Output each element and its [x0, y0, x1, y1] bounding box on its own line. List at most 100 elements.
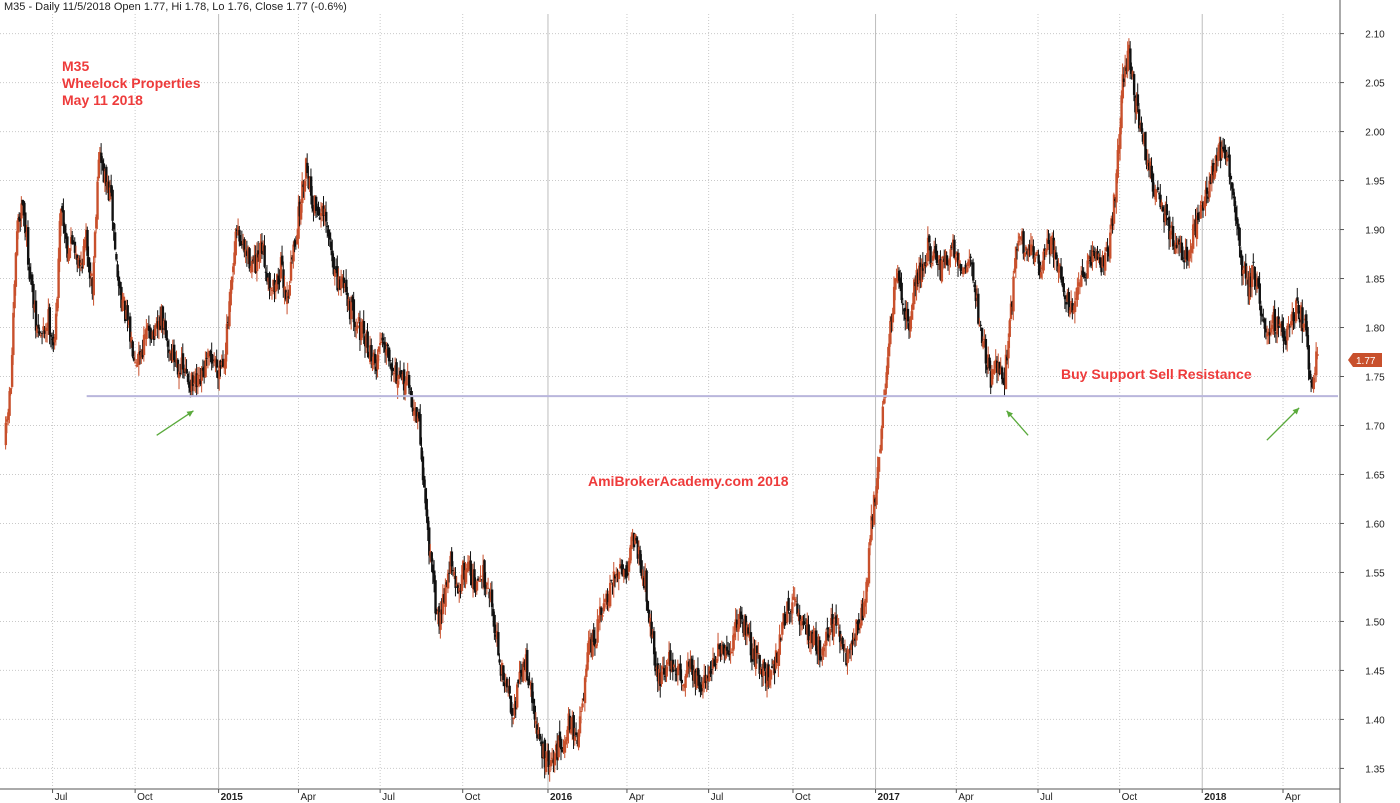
price-body	[833, 616, 837, 620]
y-tick-label: 1.75	[1365, 373, 1385, 384]
price-body	[102, 163, 106, 183]
price-body	[1214, 155, 1217, 173]
price-body	[1249, 276, 1253, 288]
price-body	[960, 272, 964, 274]
price-body	[536, 724, 539, 739]
price-body	[1154, 188, 1157, 200]
price-body	[570, 729, 573, 734]
price-body	[191, 375, 195, 387]
price-body	[322, 206, 325, 217]
chart-title-ticker: M35	[62, 58, 89, 74]
price-body	[979, 324, 983, 326]
price-body	[175, 359, 178, 363]
price-body	[999, 368, 1003, 373]
price-body	[807, 624, 810, 641]
price-body	[510, 707, 514, 716]
price-body	[637, 547, 641, 555]
price-body	[150, 338, 153, 340]
arrow-head	[1006, 410, 1014, 418]
price-body	[759, 669, 763, 675]
price-body	[31, 274, 34, 286]
price-body	[488, 591, 491, 599]
price-body	[1244, 263, 1248, 279]
price-body	[1008, 320, 1011, 337]
price-body	[81, 266, 84, 269]
price-body	[615, 574, 618, 577]
price-body	[700, 687, 704, 692]
price-body	[1061, 277, 1064, 286]
price-body	[1268, 332, 1272, 335]
price-body	[185, 369, 188, 374]
price-body	[270, 289, 274, 292]
price-body	[1081, 270, 1084, 276]
price-body	[686, 662, 690, 674]
price-body	[1256, 277, 1259, 290]
price-body	[1277, 316, 1280, 328]
price-body	[1075, 298, 1078, 300]
price-body	[1185, 246, 1189, 260]
price-body	[568, 715, 572, 731]
price-body	[816, 649, 819, 654]
price-body	[385, 349, 388, 356]
price-body	[73, 241, 77, 253]
price-body	[1004, 354, 1008, 390]
price-body	[1122, 78, 1126, 82]
price-body	[15, 231, 19, 256]
price-body	[169, 351, 172, 354]
price-body	[851, 639, 854, 645]
price-body	[337, 276, 340, 288]
y-tick-label: 1.65	[1365, 470, 1385, 481]
price-body	[941, 256, 945, 259]
price-body	[82, 246, 85, 266]
price-body	[24, 212, 27, 234]
price-body	[567, 713, 570, 732]
price-body	[369, 345, 372, 362]
price-body	[862, 602, 866, 616]
price-body	[414, 408, 417, 416]
price-body	[982, 341, 985, 348]
price-body	[1271, 324, 1274, 329]
price-body	[958, 260, 961, 269]
price-body	[784, 622, 788, 624]
price-body	[1219, 141, 1223, 161]
price-body	[39, 335, 43, 337]
price-body	[565, 739, 568, 745]
price-body	[366, 331, 369, 348]
price-body	[874, 498, 877, 503]
price-body	[1012, 276, 1015, 312]
price-body	[32, 283, 35, 308]
y-axis: 1.35 1.40 1.45 1.50 1.55 1.60 1.65 1.70 1.75 1.80…	[1339, 0, 1385, 803]
price-body	[799, 620, 803, 626]
price-body	[562, 748, 565, 750]
y-tick-label: 1.45	[1365, 666, 1385, 677]
price-body	[660, 671, 663, 685]
price-body	[897, 270, 901, 281]
price-body	[298, 201, 302, 217]
y-tick-label: 1.35	[1365, 764, 1385, 775]
price-body	[262, 243, 265, 251]
price-body	[1173, 247, 1176, 250]
price-body	[882, 399, 886, 404]
price-body	[123, 300, 127, 322]
price-body	[371, 363, 374, 366]
price-body	[546, 752, 549, 759]
price-body	[714, 664, 717, 666]
price-body	[877, 457, 881, 472]
price-body	[370, 345, 373, 362]
price-body	[1071, 303, 1074, 313]
price-body	[420, 447, 423, 460]
chart-grid	[0, 14, 1340, 788]
price-body	[92, 262, 95, 296]
price-body	[1001, 367, 1004, 380]
price-body	[1261, 313, 1264, 317]
price-body	[435, 609, 438, 615]
support-resistance-label: Buy Support Sell Resistance	[1061, 366, 1252, 382]
price-body	[911, 303, 915, 310]
price-body	[583, 677, 587, 704]
price-body	[356, 325, 359, 329]
price-body	[1257, 278, 1260, 287]
price-body	[1312, 377, 1316, 390]
price-body	[189, 384, 192, 392]
price-body	[22, 201, 26, 216]
price-body	[193, 382, 196, 384]
